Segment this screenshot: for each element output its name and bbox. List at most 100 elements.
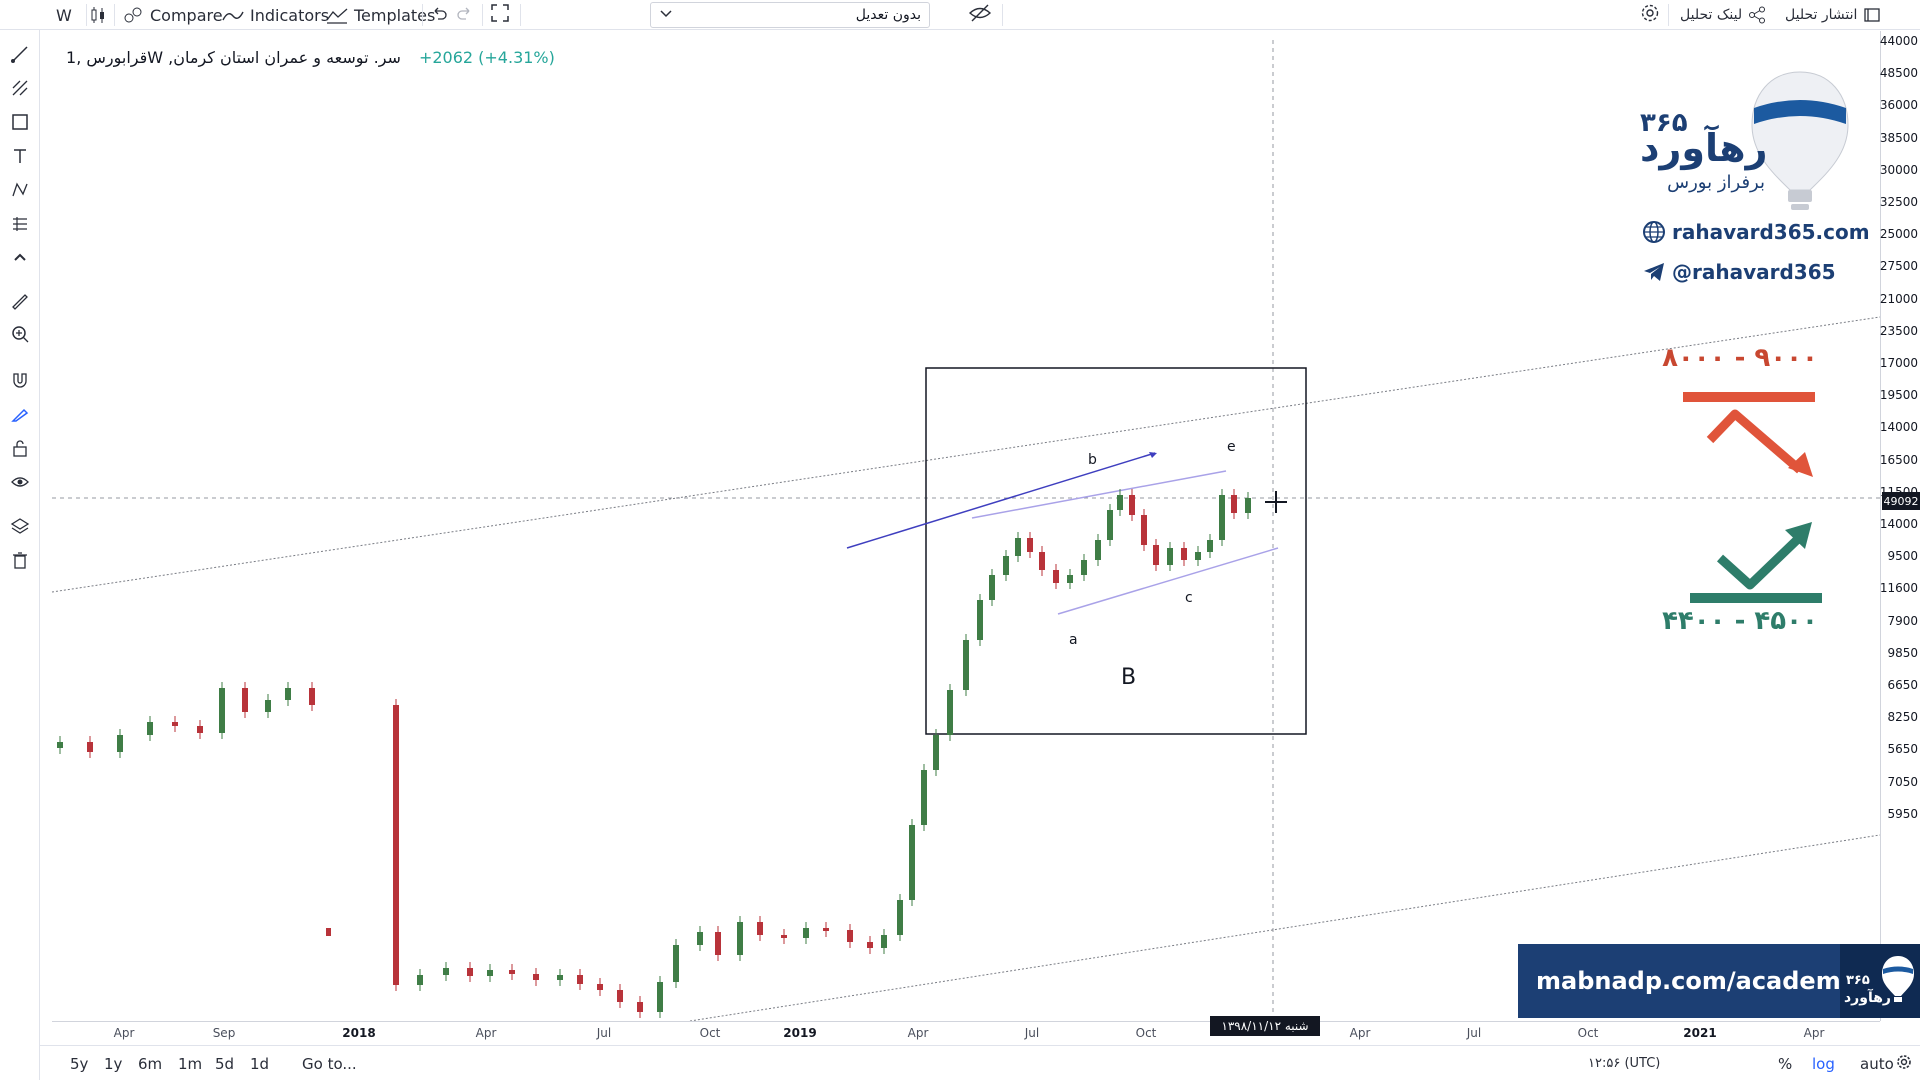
price-axis-label: 30000 xyxy=(1879,162,1918,177)
goto-button[interactable]: Go to... xyxy=(302,1054,357,1073)
stay-drawing-icon[interactable] xyxy=(6,400,34,428)
undo-button[interactable] xyxy=(430,0,448,30)
toolbar-divider xyxy=(114,4,115,26)
candle-body xyxy=(1095,540,1101,560)
text-tool-icon[interactable] xyxy=(6,142,34,170)
time-axis-label: Apr xyxy=(1349,1026,1371,1040)
ruler-icon[interactable] xyxy=(6,288,34,316)
toolbar-divider xyxy=(482,4,483,26)
compare-icon xyxy=(122,6,144,24)
fib-tool-icon[interactable] xyxy=(6,74,34,102)
range-1y-button[interactable]: 1y xyxy=(104,1054,123,1073)
auto-toggle[interactable]: auto xyxy=(1860,1054,1894,1073)
time-axis-label: Apr xyxy=(475,1026,497,1040)
share-link-button[interactable]: لینک تحلیل xyxy=(1680,0,1772,30)
price-axis-label: 14000 xyxy=(1879,420,1918,435)
price-adjustment-select[interactable]: بدون تعدیل xyxy=(650,2,930,28)
brand-number: ۳۶۵ xyxy=(1640,108,1688,138)
pattern-tool-icon[interactable] xyxy=(6,176,34,204)
log-toggle[interactable]: log xyxy=(1812,1054,1835,1073)
rectangle-tool-icon[interactable] xyxy=(6,108,34,136)
candle-body xyxy=(977,600,983,640)
candle-body xyxy=(172,722,178,726)
fullscreen-icon xyxy=(490,3,510,27)
time-axis-label: Sep xyxy=(212,1026,236,1040)
price-axis-label: 5650 xyxy=(1887,742,1918,757)
interval-button[interactable]: W xyxy=(56,0,72,30)
candle-body xyxy=(637,1002,643,1012)
range-5d-button[interactable]: 5d xyxy=(215,1054,235,1073)
time-axis-label: 2019 xyxy=(783,1026,817,1040)
settings-button[interactable] xyxy=(1640,0,1660,30)
publish-button[interactable]: انتشار تحلیل xyxy=(1785,0,1887,30)
range-5y-button[interactable]: 5y xyxy=(70,1054,89,1073)
zoom-icon[interactable] xyxy=(6,320,34,348)
academy-logo: ۳۶۵ رهآورد xyxy=(1840,944,1920,1018)
timezone-button[interactable]: ۱۲:۵۶ (UTC) xyxy=(1588,1056,1661,1071)
percent-toggle[interactable]: % xyxy=(1778,1054,1793,1073)
compare-button[interactable]: Compare xyxy=(122,0,223,30)
price-axis-label: 17000 xyxy=(1879,356,1918,370)
last-price-tag: 49092 xyxy=(1882,492,1920,510)
templates-button[interactable]: Templates xyxy=(326,0,435,30)
target-up-arrow-icon xyxy=(1690,522,1822,603)
price-axis-label: 16500 xyxy=(1879,452,1918,467)
toolbar-divider xyxy=(1002,4,1003,26)
candle-body xyxy=(757,922,763,935)
candle-body xyxy=(393,705,399,985)
candle-body xyxy=(1015,538,1021,556)
candle-body xyxy=(557,975,563,980)
trash-icon[interactable] xyxy=(6,546,34,574)
redo-button[interactable] xyxy=(456,0,474,30)
time-axis-label: Oct xyxy=(1577,1026,1599,1040)
fullscreen-button[interactable] xyxy=(490,0,510,30)
range-6m-button[interactable]: 6m xyxy=(138,1054,163,1073)
candle-body xyxy=(1195,552,1201,560)
bottom-toolbar: 5y 1y 6m 1m 5d 1d Go to... ۱۲:۵۶ (UTC) %… xyxy=(40,1045,1920,1080)
candle-body xyxy=(309,688,315,705)
toolbar-divider xyxy=(422,4,423,26)
magnet-icon[interactable] xyxy=(6,366,34,394)
eye-icon[interactable] xyxy=(6,468,34,496)
range-1d-button[interactable]: 1d xyxy=(250,1054,270,1073)
symbol-title[interactable]: قرابورس ,1W ,سر. توسعه و عمران استان کرم… xyxy=(66,48,401,67)
layers-icon[interactable] xyxy=(6,512,34,540)
academy-banner[interactable]: mabnadp.com/academy ۳۶۵ رهآورد xyxy=(1518,944,1920,1018)
price-change: +2062 (+4.31%) xyxy=(418,48,555,67)
price-axis-label: 23500 xyxy=(1879,323,1918,338)
candle-body xyxy=(1207,540,1213,552)
publish-label: انتشار تحلیل xyxy=(1785,7,1858,23)
price-axis-label: 38500 xyxy=(1879,130,1918,145)
candle-body xyxy=(577,975,583,984)
price-axis-label: 19500 xyxy=(1879,388,1918,403)
indicators-label: Indicators xyxy=(250,5,330,25)
prediction-tool-icon[interactable] xyxy=(6,210,34,238)
indicators-button[interactable]: Indicators xyxy=(222,0,329,30)
candle-body xyxy=(509,970,515,974)
trend-line-icon[interactable] xyxy=(6,40,34,68)
chart-type-button[interactable] xyxy=(90,0,112,30)
price-axis[interactable]: 44000 48500 36000 38500 30000 32500 25000 27500… xyxy=(1880,31,1920,1021)
chart-settings-button[interactable] xyxy=(1896,1046,1912,1081)
candle-body xyxy=(921,770,927,825)
hide-drawings-button[interactable] xyxy=(968,0,992,30)
brand-name: رهآورد xyxy=(1640,126,1768,170)
lock-icon[interactable] xyxy=(6,434,34,462)
collapse-chevron-icon[interactable] xyxy=(6,243,34,271)
drawing-toolbar xyxy=(0,0,40,1080)
candle-body xyxy=(1181,548,1187,560)
time-axis[interactable]: Apr Sep 2018 Apr Jul Oct 2019 Apr Jul Oct Apr Jul Oc… xyxy=(52,1021,1880,1045)
candle-body xyxy=(597,984,603,990)
website-link[interactable]: rahavard365.com xyxy=(1642,218,1870,246)
price-adjustment-value: بدون تعدیل xyxy=(855,7,921,23)
candle-body xyxy=(989,575,995,600)
time-axis-label: Apr xyxy=(113,1026,135,1040)
academy-link[interactable]: mabnadp.com/academy xyxy=(1536,967,1857,995)
range-1m-button[interactable]: 1m xyxy=(178,1054,203,1073)
target-low-label: ۴۴۰۰ - ۴۵۰۰ xyxy=(1662,606,1818,636)
price-axis-label: 44000 xyxy=(1879,34,1918,48)
wave-label-b: b xyxy=(1088,452,1097,468)
candle-body xyxy=(533,974,539,980)
telegram-link[interactable]: @rahavard365 xyxy=(1642,258,1836,286)
